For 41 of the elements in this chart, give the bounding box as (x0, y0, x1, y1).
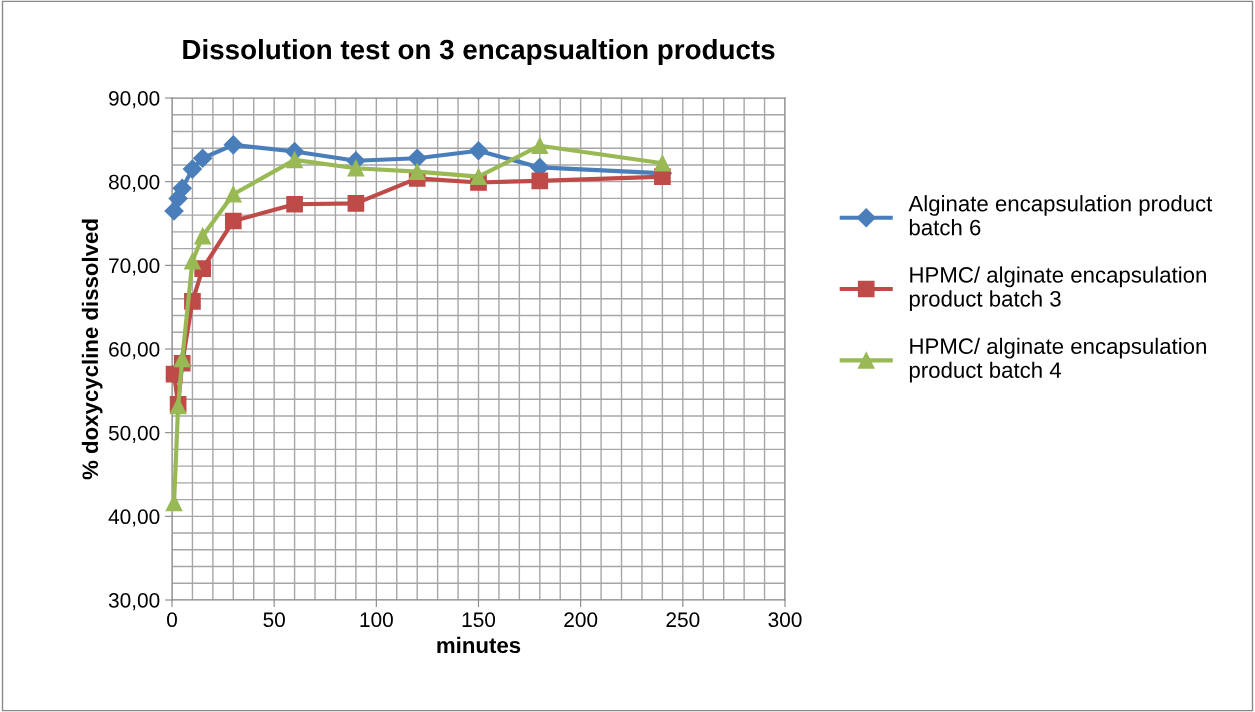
point (193, 148, 213, 168)
x-tick-label: 300 (768, 612, 802, 628)
point (470, 168, 487, 185)
y-tick-label: 60,00 (109, 342, 160, 360)
legend-label: HPMC/ alginate encapsulation product batch 3 (909, 266, 1206, 312)
point (531, 172, 549, 190)
point (654, 154, 671, 172)
point (347, 195, 365, 212)
x-axis-title: minutes (437, 636, 521, 654)
point (184, 252, 201, 270)
point (347, 159, 365, 177)
x-tick-label: 200 (564, 612, 598, 628)
y-axis-title: % doxycycline dissolved (81, 219, 103, 480)
point (165, 494, 183, 512)
chart-title: Dissolution test on 3 encapsualtion products (183, 38, 775, 65)
x-tick-label: 250 (666, 612, 700, 628)
y-tick-label: 50,00 (108, 425, 160, 443)
point (223, 135, 243, 155)
point (286, 195, 303, 213)
point (172, 178, 192, 198)
x-tick-label: 50 (263, 612, 285, 628)
point (286, 151, 303, 169)
point (531, 137, 549, 155)
point (407, 148, 427, 168)
point (468, 141, 489, 161)
point (408, 163, 426, 180)
legend-label: Alginate encapsulation product batch 6 (908, 195, 1213, 236)
y-tick-label: 90,00 (109, 91, 160, 109)
y-tick-label: 70,00 (109, 258, 160, 276)
x-tick-label: 0 (167, 612, 177, 628)
y-tick-label: 30,00 (108, 593, 160, 611)
point (182, 159, 202, 179)
point (224, 185, 242, 203)
point (194, 227, 211, 245)
y-tick-label: 40,00 (108, 509, 160, 527)
point (173, 350, 191, 368)
x-tick-label: 100 (360, 612, 393, 628)
x-tick-label: 150 (462, 612, 496, 628)
legend-label: HPMC/ alginate encapsulation product batch 4 (909, 337, 1206, 383)
y-tick-label: 80,00 (108, 174, 160, 192)
point (224, 212, 242, 230)
